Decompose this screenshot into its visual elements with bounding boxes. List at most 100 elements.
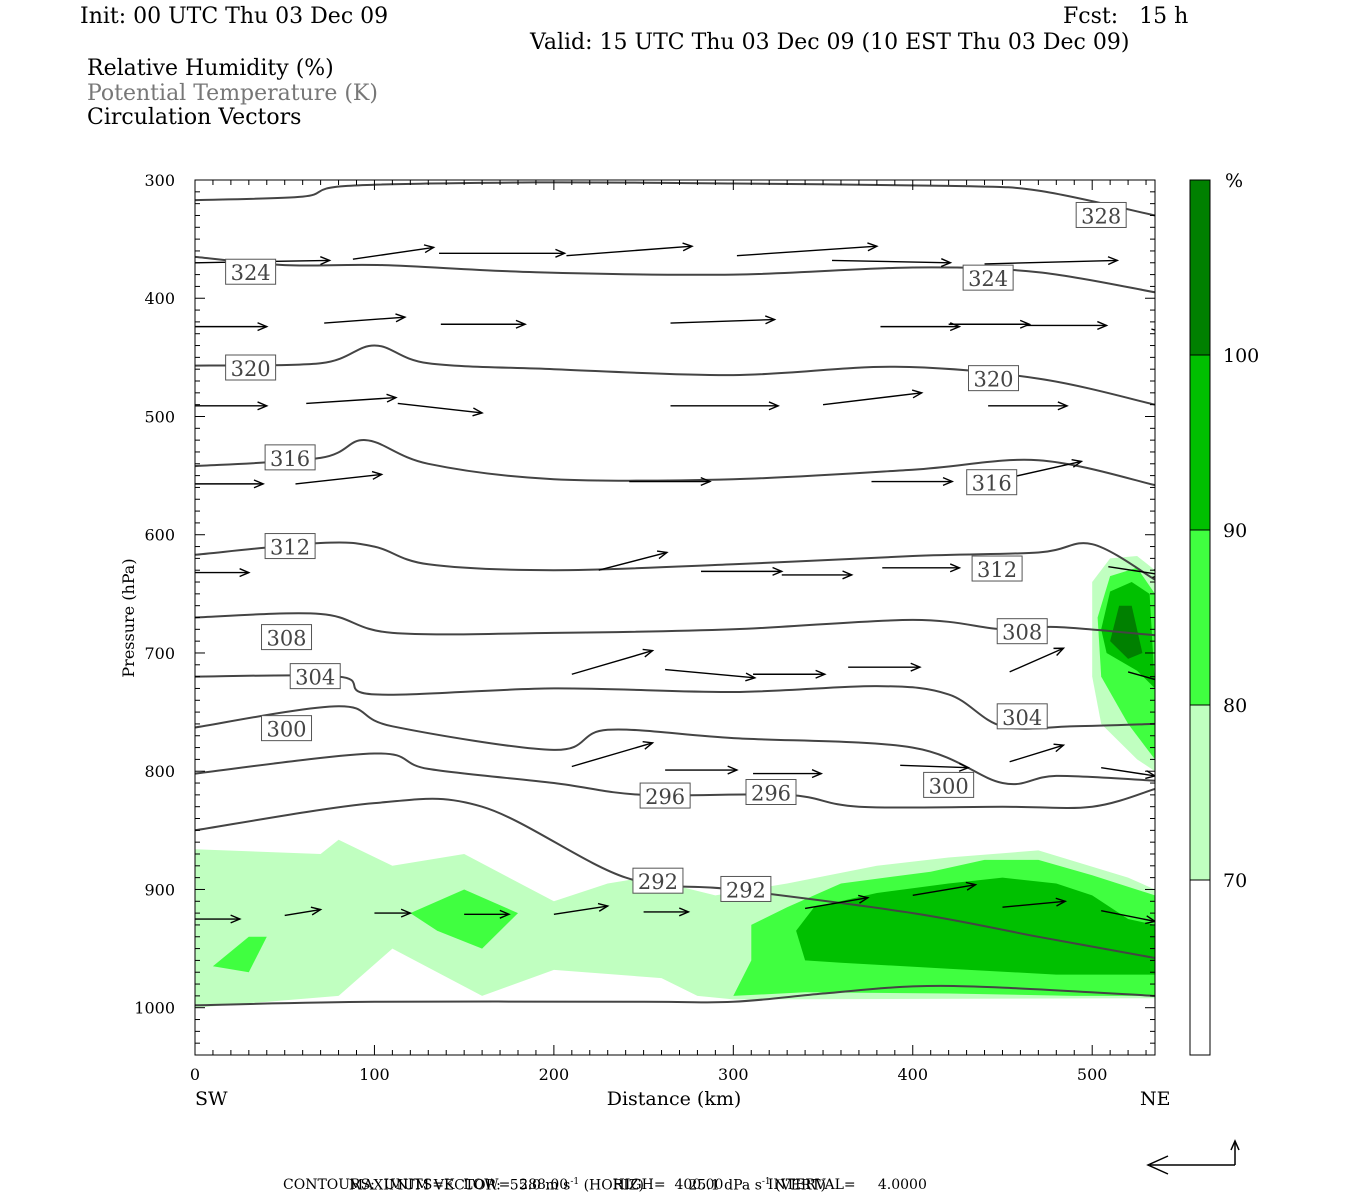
vert-max: 25.1 dPa s — [688, 1177, 762, 1194]
circulation-vector — [324, 316, 405, 324]
theta-label: 292 — [726, 878, 766, 902]
circulation-vector — [306, 396, 397, 405]
theta-label-box — [264, 533, 316, 560]
humidity-region-80 — [410, 889, 518, 949]
theta-label: 316 — [270, 447, 310, 471]
vector-arrowhead — [910, 662, 922, 672]
theta-label: 316 — [972, 472, 1012, 496]
vector-arrowhead — [700, 476, 712, 487]
vector-arrowhead — [1145, 770, 1155, 780]
vector-arrowhead — [642, 740, 655, 750]
circulation-vector — [284, 908, 321, 917]
vert-exponent: -1 — [761, 1177, 771, 1187]
vector-layer — [195, 242, 1155, 925]
circulation-vector — [831, 259, 951, 264]
circulation-vector — [912, 884, 976, 897]
circulation-vector — [1108, 565, 1155, 575]
theta-label-box — [962, 264, 1014, 291]
vector-arrowhead — [642, 648, 655, 658]
y-tick-label: 300 — [144, 171, 175, 190]
vector-arrowhead — [1145, 915, 1155, 925]
theta-line-316 — [195, 439, 1155, 487]
vector-arrowhead — [1019, 319, 1032, 329]
circulation-vector — [598, 551, 668, 571]
circulation-vector — [822, 392, 922, 406]
axis-layer: 300 400 500 600 700 800 900 1000 0 100 200 300 400 50… — [134, 171, 1155, 1084]
vector-arrowhead — [768, 401, 780, 411]
vector-arrowhead — [257, 401, 269, 411]
theta-label: 312 — [977, 558, 1017, 582]
vector-arrowhead — [371, 470, 384, 480]
colorbar-segment — [1189, 354, 1211, 531]
circulation-vector — [900, 764, 969, 769]
vector-arrowhead — [310, 906, 323, 916]
theta-label: 304 — [295, 666, 335, 690]
theta-label: 304 — [1002, 706, 1042, 730]
theta-label: 328 — [1081, 204, 1121, 228]
colorbar-segment — [1189, 879, 1211, 1056]
circulation-vector — [665, 668, 755, 679]
theta-label-box — [1075, 201, 1127, 228]
theta-label: 300 — [929, 774, 969, 798]
theta-label-box — [720, 875, 772, 902]
colorbar-unit: % — [1225, 170, 1243, 192]
max-vector-row: MAXIMUM VECTOR: 55.0 m s-1 (HORIZ) 25.1 … — [340, 1158, 826, 1194]
vert-unit: (VERT) — [775, 1177, 826, 1194]
circulation-vector — [1101, 910, 1155, 923]
vector-arrowhead — [1107, 256, 1120, 266]
vector-arrowhead — [867, 242, 879, 252]
colorbar-tick-label: 100 — [1223, 345, 1259, 367]
y-tick-label: 1000 — [134, 999, 175, 1018]
circulation-vector — [1002, 900, 1066, 908]
theta-label: 308 — [266, 627, 306, 651]
x-tick-label: 400 — [897, 1065, 928, 1084]
vector-arrowhead — [811, 769, 824, 779]
vector-arrowhead — [1053, 647, 1066, 656]
circulation-vector — [1009, 744, 1064, 763]
vector-arrowhead — [400, 908, 413, 918]
colorbar-tick-label: 80 — [1223, 695, 1247, 717]
x-tick-label: 500 — [1077, 1065, 1108, 1084]
horiz-max: 55.0 m s — [509, 1177, 571, 1194]
circulation-vector — [670, 318, 775, 324]
vector-arrowhead — [911, 389, 924, 399]
y-tick-label: 700 — [144, 644, 175, 663]
vector-arrowhead — [656, 550, 669, 560]
vector-arrowhead — [772, 566, 784, 576]
theta-label-box — [968, 365, 1020, 392]
theta-label-box — [745, 779, 797, 805]
theta-label-box — [971, 555, 1023, 582]
theta-label-box — [966, 469, 1018, 496]
theta-label: 300 — [266, 718, 306, 742]
vector-arrowhead — [230, 914, 242, 924]
theta-line-328 — [195, 181, 1155, 217]
x-tick-label: 100 — [359, 1065, 390, 1084]
y-tick-label: 800 — [144, 762, 175, 781]
vector-arrowhead — [858, 894, 870, 904]
vector-arrowhead — [386, 393, 398, 403]
colorbar-segment — [1189, 529, 1211, 706]
x-left-label: SW — [195, 1088, 228, 1110]
theta-label-layer: 328 324 324 320 320 316 316 312 312 308 308 304 304 3… — [225, 201, 1127, 902]
theta-line-312 — [195, 541, 1155, 581]
y-tick-label: 400 — [144, 289, 175, 308]
vector-arrowhead — [423, 244, 436, 254]
reference-vector-icon — [1146, 1139, 1240, 1175]
vector-arrowhead — [257, 322, 269, 332]
init-time: Init: 00 UTC Thu 03 Dec 09 — [80, 4, 389, 29]
circulation-vector — [571, 649, 653, 675]
vector-arrowhead — [1053, 743, 1066, 753]
forecast-hour: Fcst: 15 h — [1063, 4, 1189, 29]
vector-arrowhead — [1055, 897, 1068, 907]
circulation-vector — [1127, 671, 1155, 681]
vector-arrowhead — [253, 479, 265, 489]
x-tick-label: 0 — [190, 1065, 200, 1084]
theta-label: 308 — [1002, 621, 1042, 645]
vector-arrowhead — [815, 669, 827, 679]
circulation-vector — [295, 473, 382, 485]
valid-time: Valid: 15 UTC Thu 03 Dec 09 (10 EST Thu … — [530, 30, 1130, 55]
theta-label: 296 — [645, 785, 685, 809]
circulation-vector — [397, 402, 483, 414]
theta-line-288 — [195, 984, 1155, 1007]
